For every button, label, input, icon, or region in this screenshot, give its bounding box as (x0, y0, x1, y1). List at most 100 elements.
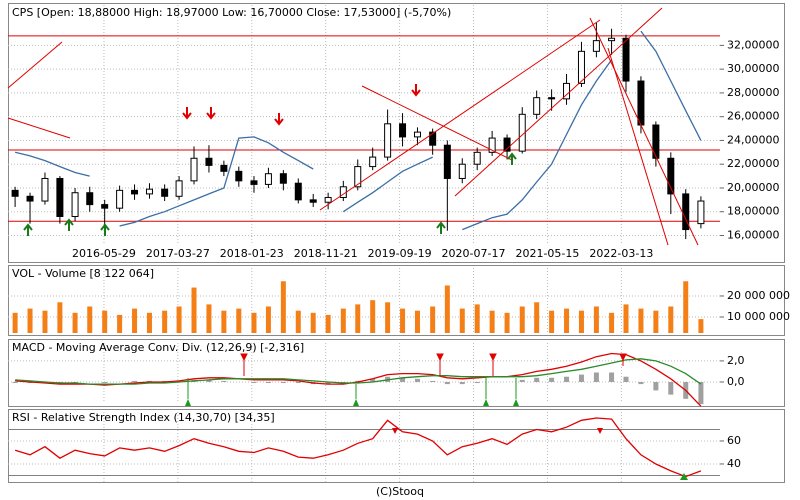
trend-line (7, 41, 63, 89)
footer: (C)Stooq (376, 485, 424, 498)
candle-body (413, 131, 421, 138)
volume-bar (489, 310, 495, 333)
volume-bar (414, 310, 420, 333)
y-tick-label: 18,00000 (727, 205, 780, 218)
sell-arrow (182, 107, 192, 120)
volume-title: VOL - Volume [8 122 064] (12, 267, 154, 280)
histogram-bar (280, 381, 286, 384)
moving-average (14, 30, 702, 231)
histogram-bar (638, 381, 644, 385)
candle-body (279, 173, 287, 184)
buy-arrow (64, 218, 74, 231)
y-tick-label: 20,00000 (727, 181, 780, 194)
candle-body (264, 173, 272, 185)
buy-arrow (23, 223, 33, 236)
volume-bar (698, 319, 704, 333)
candle-body (250, 180, 258, 185)
histogram-bar (251, 381, 257, 384)
volume-bar (280, 281, 286, 333)
candle-body (205, 157, 213, 166)
candle-body (26, 195, 34, 202)
histogram-bar (474, 381, 480, 384)
rsi-title: RSI - Relative Strength Index (14,30,70)… (12, 411, 275, 424)
y-tick-label: 22,00000 (727, 157, 780, 170)
volume-bar (609, 312, 615, 333)
candle-body (592, 40, 600, 52)
trend-line (589, 17, 699, 246)
buy-arrow (507, 152, 517, 165)
volume-bar (593, 306, 599, 333)
trend-line (454, 7, 663, 197)
volume-bar (251, 312, 257, 333)
x-tick-label: 2019-09-19 (368, 247, 432, 260)
candle-body (86, 192, 94, 206)
volume-bar (236, 308, 242, 333)
y-tick-label: 30,00000 (727, 62, 780, 75)
volume-bar (385, 302, 391, 333)
candle-body (533, 97, 541, 115)
candle-body (11, 189, 19, 197)
candle-body (667, 157, 675, 195)
y-tick-label: 0,0 (727, 375, 745, 388)
y-tick-label: 26,00000 (727, 110, 780, 123)
candle-body (548, 97, 556, 100)
candle-body (577, 50, 585, 84)
volume-bar (295, 310, 301, 333)
histogram-bar (609, 372, 615, 382)
volume-bar (564, 308, 570, 333)
candle-body (369, 156, 377, 168)
sell-arrow (274, 113, 284, 126)
volume-bar (310, 312, 316, 333)
x-tick-label: 2017-03-27 (146, 247, 210, 260)
volume-bar (87, 306, 93, 333)
candle-body (324, 196, 332, 203)
volume-bar (12, 312, 18, 333)
candle-body (131, 189, 139, 195)
candle-body (309, 199, 317, 203)
candle-body (56, 177, 64, 217)
histogram-bar (459, 381, 465, 385)
x-tick-label: 2021-05-15 (515, 247, 579, 260)
sell-arrow (206, 107, 216, 120)
candle-body (399, 123, 407, 138)
y-tick-label: 40 (727, 457, 741, 470)
volume-bar (578, 310, 584, 333)
histogram-bar (295, 381, 301, 384)
volume-bar (504, 312, 510, 333)
candle-body (161, 188, 169, 197)
signal-arrows (23, 84, 517, 236)
volume-bar (444, 285, 450, 333)
histogram-bar (414, 378, 420, 382)
candle-body (71, 192, 79, 217)
x-tick-label: 2016-05-29 (72, 247, 136, 260)
y-tick-label: 16,00000 (727, 228, 780, 241)
indicator-line (14, 417, 702, 478)
histogram-bar (578, 374, 584, 382)
trend-line (361, 85, 513, 161)
volume-bar (265, 306, 271, 333)
y-tick-label: 10 000 000 (727, 310, 790, 323)
y-tick-label: 24,00000 (727, 133, 780, 146)
y-tick-label: 60 (727, 434, 741, 447)
volume-bar (146, 312, 152, 333)
candle-body (354, 166, 362, 188)
trend-line (319, 19, 601, 211)
candle-body (294, 182, 302, 201)
macd-sell-signal (240, 353, 627, 362)
volume-bar (355, 304, 361, 333)
indicator-line (15, 358, 702, 385)
volume-bar (459, 308, 465, 333)
volume-bar (162, 310, 168, 333)
volume-bar (206, 304, 212, 333)
candle-body (101, 204, 109, 209)
x-tick-label: 2022-03-13 (589, 247, 653, 260)
candle-body (622, 37, 630, 82)
volume-bar (370, 300, 376, 333)
candle-body (429, 131, 437, 146)
candle-body (235, 170, 243, 182)
x-tick-label: 2018-01-23 (220, 247, 284, 260)
histogram-bar (534, 377, 540, 382)
indicator-line (15, 352, 702, 407)
candle-body (145, 188, 153, 195)
